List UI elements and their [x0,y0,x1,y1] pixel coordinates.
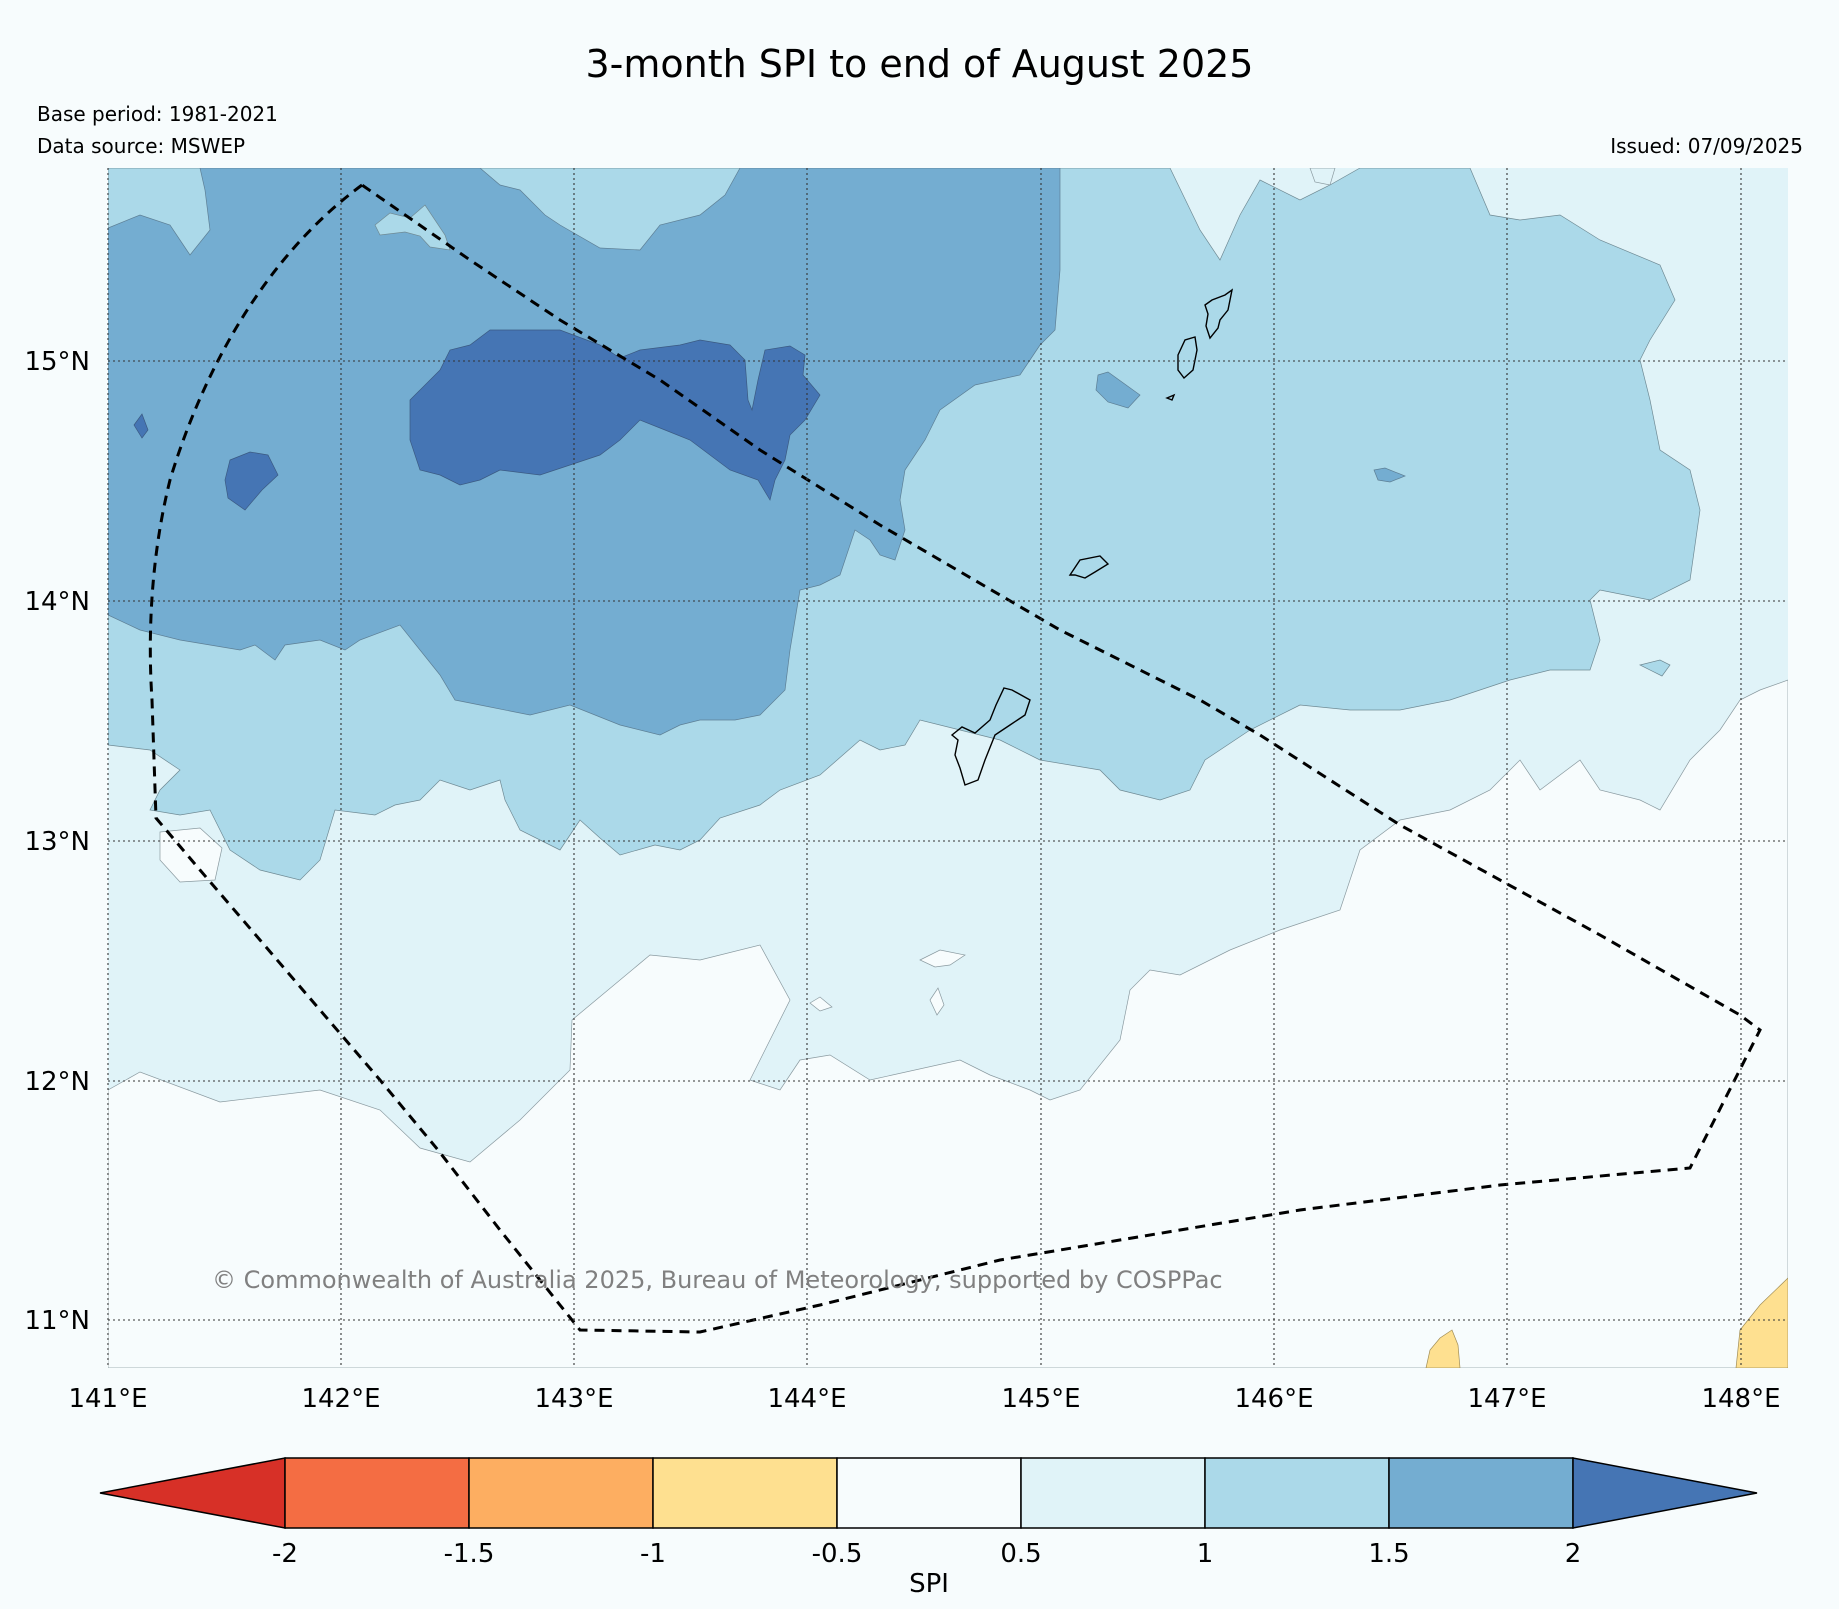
longitude-labels: 141°E 142°E 143°E 144°E 145°E 146°E 147°… [68,1384,1780,1414]
colorbar-tick: 1.5 [1368,1539,1409,1569]
colorbar-tick: -0.5 [812,1539,863,1569]
lat-label: 11°N [24,1306,90,1336]
lon-label: 143°E [534,1384,613,1414]
lat-label: 13°N [24,827,90,857]
lon-label: 142°E [301,1384,380,1414]
copyright-notice: © Commonwealth of Australia 2025, Bureau… [212,1266,1223,1294]
map-gridlines [107,168,1788,1368]
aguijan-island-outline [1165,393,1176,401]
spi-patch-0.5-1 [1309,168,1336,186]
spi-patch-near-normal [809,996,833,1012]
latitude-labels: 15°N 14°N 13°N 12°N 11°N [24,347,90,1336]
spi-patch-near-normal [929,987,945,1016]
map-title: 3-month SPI to end of August 2025 [585,42,1254,86]
eez-boundary-line [148,183,1762,1334]
lon-label: 144°E [767,1384,846,1414]
spi-colorbar: -2 -1.5 -1 -0.5 0.5 1 1.5 2 SPI [99,1457,1758,1599]
tinian-island-outline [1177,336,1198,380]
spi-patch-above-2 [133,413,149,439]
colorbar-tick: -2 [272,1539,298,1569]
lat-label: 14°N [24,587,90,617]
spi-patch-1.5-2 [1373,467,1406,483]
lat-label: 15°N [24,347,90,377]
colorbar-segment [468,1457,654,1529]
spi-map [108,168,1788,1368]
colorbar-tick: 0.5 [1000,1539,1041,1569]
issued-date: Issued: 07/09/2025 [1610,134,1803,158]
colorbar-segment [1388,1457,1574,1529]
spi-patch-1.5-2 [1095,371,1141,409]
lon-label: 148°E [1701,1384,1780,1414]
spi-patch-1-1.5 [1638,659,1671,677]
colorbar-segment [1020,1457,1206,1529]
lon-label: 146°E [1234,1384,1313,1414]
colorbar-segment [284,1457,470,1529]
colorbar-tick: -1 [640,1539,666,1569]
spi-patch-near-normal [919,949,966,968]
spi-patch-1-1.5 [374,204,451,251]
guam-island-outline [950,687,1031,786]
spi-region-dry-patch [1425,1329,1461,1368]
data-source: Data source: MSWEP [37,134,246,158]
lon-label: 145°E [1001,1384,1080,1414]
spi-region-dry-patch [1735,1277,1788,1368]
colorbar-extend-low [99,1457,286,1529]
colorbar-extend-high [1572,1457,1758,1529]
saipan-island-outline [1204,288,1234,340]
spi-patch-near-normal [159,827,223,883]
spi-patch-above-2 [224,451,279,511]
colorbar-tick: -1.5 [444,1539,495,1569]
lon-label: 147°E [1467,1384,1546,1414]
colorbar-title: SPI [909,1569,949,1599]
colorbar-tick: 2 [1565,1539,1582,1569]
colorbar-tick: 1 [1197,1539,1214,1569]
colorbar-segment [1204,1457,1390,1529]
rota-island-outline [1068,555,1110,579]
lat-label: 12°N [24,1067,90,1097]
colorbar-segment [836,1457,1022,1529]
base-period: Base period: 1981-2021 [37,102,278,126]
colorbar-segment [652,1457,838,1529]
lon-label: 141°E [68,1384,147,1414]
spi-region-near-normal [108,679,1788,1368]
